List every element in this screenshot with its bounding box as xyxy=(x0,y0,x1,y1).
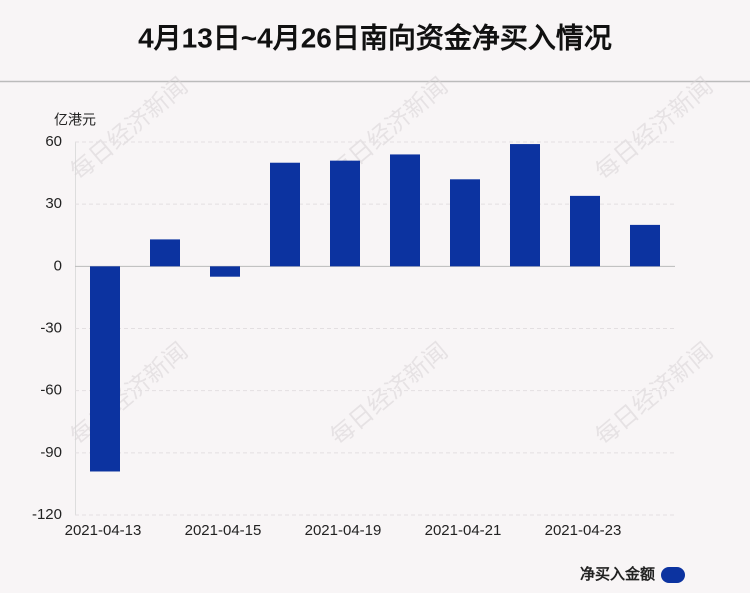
bar xyxy=(510,144,540,267)
y-tick-label: 60 xyxy=(45,133,62,150)
bar xyxy=(210,266,240,277)
y-tick-label: -90 xyxy=(40,444,62,461)
y-tick-label: -120 xyxy=(32,506,62,523)
y-tick-label: -30 xyxy=(40,319,62,336)
legend-label: 净买入金额 xyxy=(580,565,655,583)
bar xyxy=(570,195,600,267)
bar xyxy=(90,266,120,472)
bar xyxy=(150,239,180,267)
bar xyxy=(630,224,660,267)
bar xyxy=(450,179,480,267)
bar xyxy=(390,154,420,267)
x-tick-label: 2021-04-21 xyxy=(425,522,502,539)
y-tick-label: 0 xyxy=(54,257,62,274)
x-tick-label: 2021-04-19 xyxy=(305,522,382,539)
bar xyxy=(270,162,300,267)
y-tick-label: -60 xyxy=(40,382,62,399)
y-axis-label: 亿港元 xyxy=(54,112,96,128)
y-tick-label: 30 xyxy=(45,195,62,212)
x-tick-label: 2021-04-13 xyxy=(65,522,142,539)
bar xyxy=(330,160,360,267)
chart-title: 4月13日~4月26日南向资金净买入情况 xyxy=(138,21,612,53)
legend-swatch xyxy=(661,567,685,583)
x-tick-label: 2021-04-15 xyxy=(185,522,262,539)
x-tick-label: 2021-04-23 xyxy=(545,522,622,539)
